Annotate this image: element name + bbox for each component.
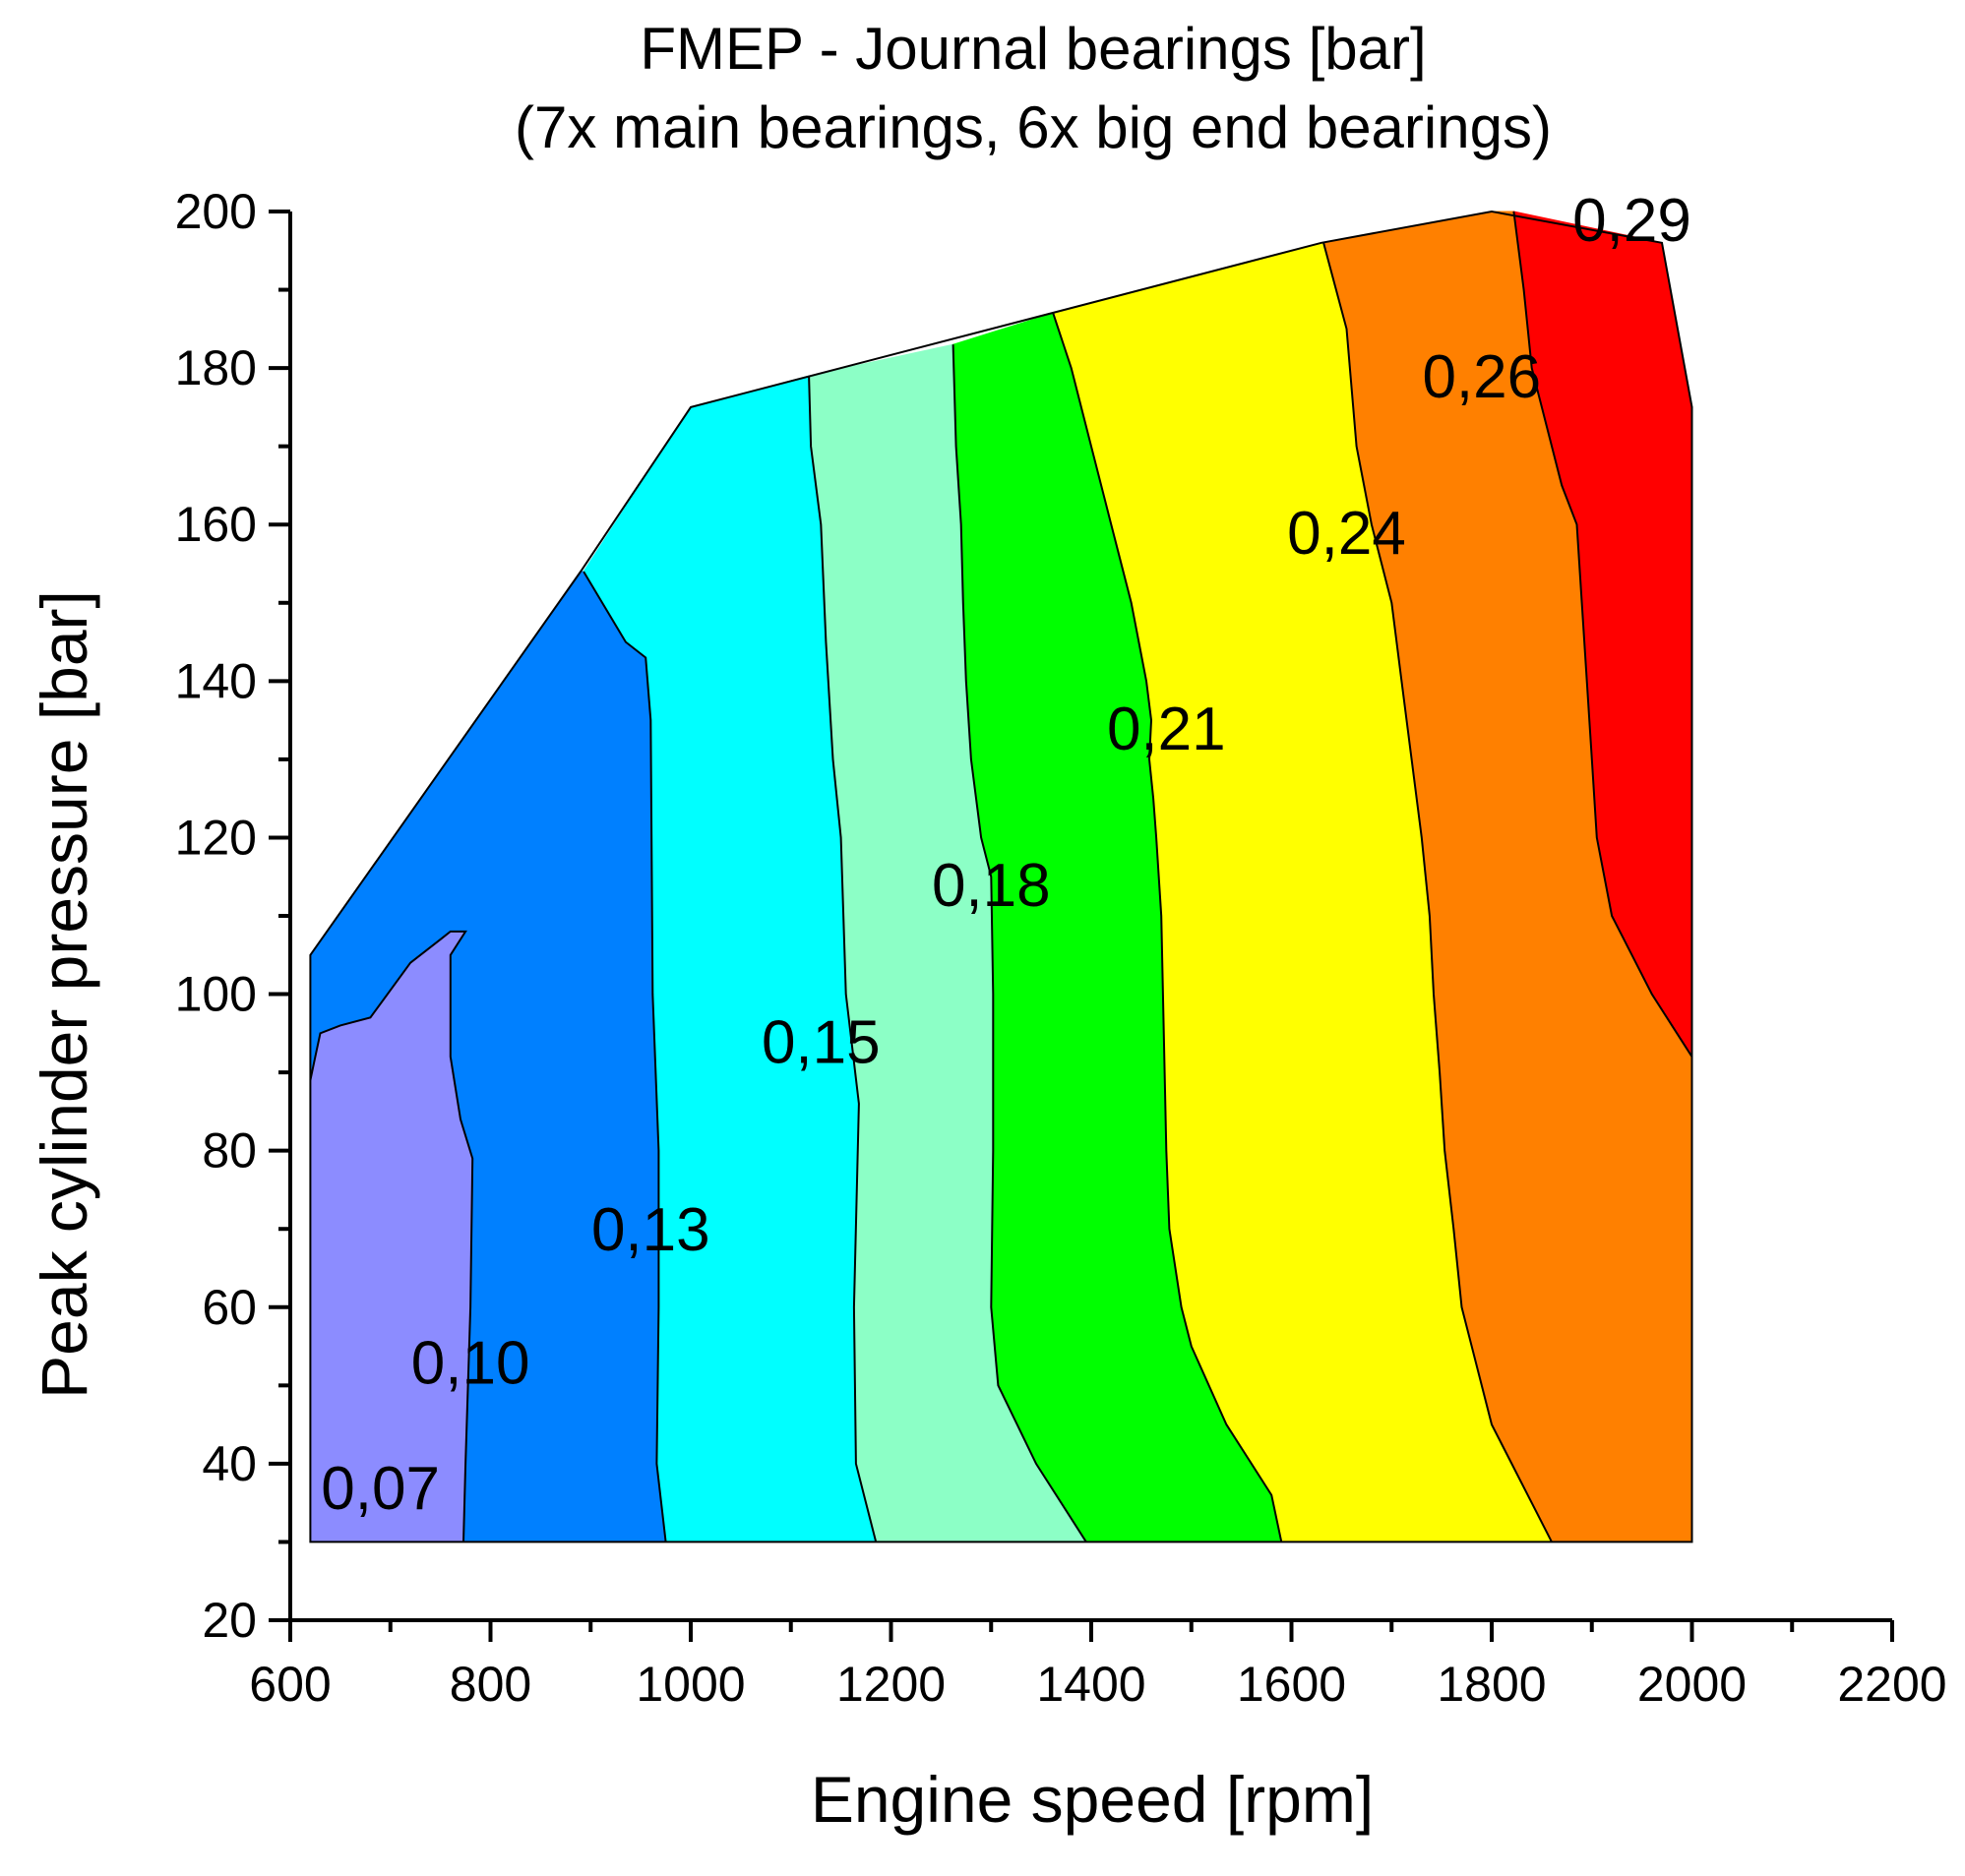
x-tick-label: 1000: [636, 1657, 745, 1712]
contour-line-4: [1052, 313, 1283, 1543]
y-tick-label: 20: [202, 1593, 257, 1648]
x-tick-label: 1800: [1437, 1657, 1546, 1712]
contour-label-8: 0,29: [1572, 187, 1691, 255]
contour-labels: 0,07 0,10 0,13 0,15 0,18 0,21 0,24 0,26 0,29: [321, 187, 1691, 1523]
y-axis-title: Peak cylinder pressure [bar]: [28, 590, 100, 1399]
y-ticks: 20 40 60 80 100 120 140 160 180 200: [175, 184, 290, 1648]
contour-line-1: [583, 571, 667, 1543]
x-tick-label: 2000: [1637, 1657, 1747, 1712]
y-tick-label: 100: [175, 967, 257, 1022]
chart-title: FMEP - Journal bearings [bar]: [640, 16, 1426, 82]
x-tick-label: 600: [249, 1657, 331, 1712]
contour-label-6: 0,24: [1287, 500, 1406, 568]
domain-outline: [309, 210, 1693, 1543]
x-tick-label: 1200: [836, 1657, 946, 1712]
chart-subtitle: (7x main bearings, 6x big end bearings): [515, 94, 1552, 160]
contour-label-1: 0,10: [411, 1330, 530, 1398]
contour-label-7: 0,26: [1422, 343, 1541, 411]
x-tick-label: 1600: [1237, 1657, 1346, 1712]
contour-line-3: [952, 344, 1087, 1543]
y-tick-label: 120: [175, 810, 257, 865]
y-tick-label: 80: [202, 1123, 257, 1179]
x-axis-title: Engine speed [rpm]: [811, 1763, 1374, 1836]
contour-bands: [309, 211, 1692, 1543]
y-tick-label: 140: [175, 653, 257, 708]
y-tick-label: 200: [175, 184, 257, 239]
contour-line-6: [1512, 211, 1693, 1058]
x-ticks: 600 800 1000 1200 1400 1600 1800 2000 2200: [249, 1620, 1947, 1712]
contour-label-5: 0,21: [1107, 696, 1226, 763]
x-tick-label: 2200: [1837, 1657, 1946, 1712]
y-tick-label: 40: [202, 1436, 257, 1491]
contour-line-0: [309, 930, 474, 1543]
contour-line-5: [1322, 242, 1553, 1543]
x-tick-label: 800: [450, 1657, 531, 1712]
contour-line-2: [808, 376, 878, 1543]
y-tick-label: 160: [175, 497, 257, 552]
contour-label-3: 0,15: [762, 1008, 881, 1076]
contour-label-2: 0,13: [591, 1196, 710, 1264]
y-tick-label: 180: [175, 340, 257, 395]
contour-label-4: 0,18: [932, 852, 1051, 920]
contour-label-0: 0,07: [321, 1455, 440, 1523]
x-tick-label: 1400: [1036, 1657, 1145, 1712]
contour-lines: [309, 210, 1693, 1543]
y-tick-label: 60: [202, 1280, 257, 1335]
